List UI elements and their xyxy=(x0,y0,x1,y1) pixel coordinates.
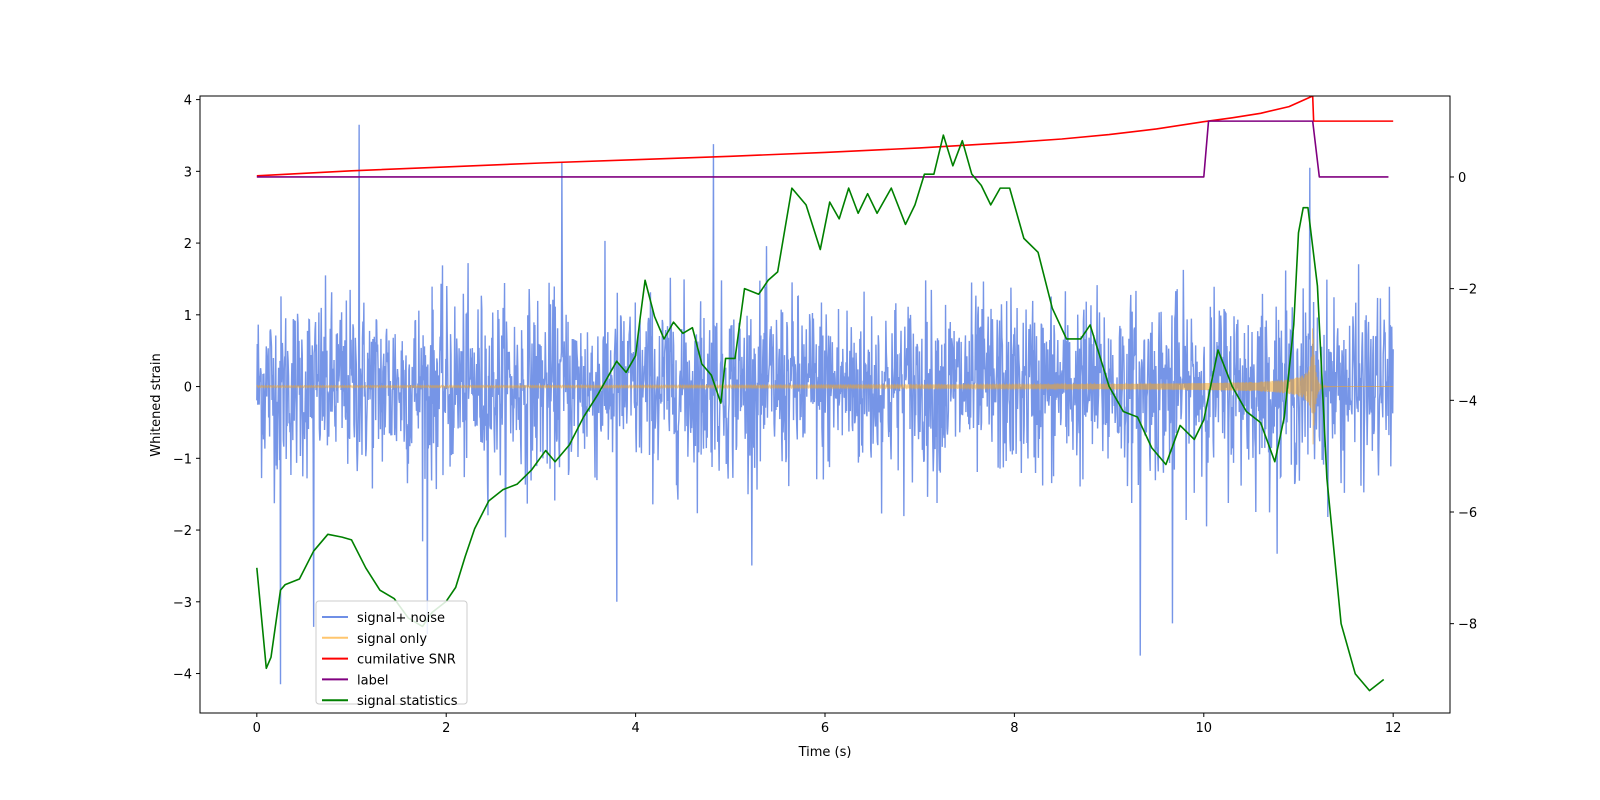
signal-noise-line xyxy=(256,124,1394,685)
cumilative-snr-line xyxy=(256,96,1394,177)
x-tick-label: 10 xyxy=(1196,721,1213,736)
y-tick-label: 1 xyxy=(184,309,192,324)
y-tick-label: −3 xyxy=(173,596,192,611)
legend-label: signal statistics xyxy=(357,694,458,709)
y-axis-label: Whitened strain xyxy=(149,353,164,456)
y2-tick-label: 0 xyxy=(1458,171,1466,186)
y-tick-label: −2 xyxy=(173,524,192,539)
x-tick-label: 12 xyxy=(1385,721,1402,736)
y-tick-label: −1 xyxy=(173,452,192,467)
legend-label: signal only xyxy=(357,632,427,647)
x-tick-label: 2 xyxy=(442,721,450,736)
legend-label: cumilative SNR xyxy=(357,653,456,668)
label-line xyxy=(256,120,1389,178)
legend-label: signal+ noise xyxy=(357,611,445,626)
y-tick-label: 4 xyxy=(184,94,192,109)
y2-tick-label: −8 xyxy=(1458,618,1477,633)
x-tick-label: 0 xyxy=(253,721,261,736)
y-tick-label: −4 xyxy=(173,668,192,683)
x-axis-label: Time (s) xyxy=(798,745,852,760)
legend-label: label xyxy=(357,673,388,688)
legend-box xyxy=(315,600,468,705)
x-tick-label: 4 xyxy=(631,721,639,736)
plot-area xyxy=(256,96,1394,692)
x-tick-label: 6 xyxy=(821,721,829,736)
y2-tick-label: −6 xyxy=(1458,506,1477,521)
signal-only-line xyxy=(256,328,1394,445)
legend: signal+ noise signal only cumilative SNR la… xyxy=(315,600,468,709)
y-tick-label: 2 xyxy=(184,237,192,252)
signal-statistics-line xyxy=(256,134,1385,692)
y2-tick-label: −2 xyxy=(1458,283,1477,298)
x-tick-label: 8 xyxy=(1010,721,1018,736)
y2-tick-label: −4 xyxy=(1458,394,1477,409)
y-tick-label: 3 xyxy=(184,165,192,180)
y-tick-label: 0 xyxy=(184,381,192,396)
